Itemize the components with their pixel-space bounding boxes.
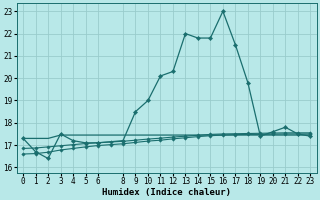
X-axis label: Humidex (Indice chaleur): Humidex (Indice chaleur)	[102, 188, 231, 197]
